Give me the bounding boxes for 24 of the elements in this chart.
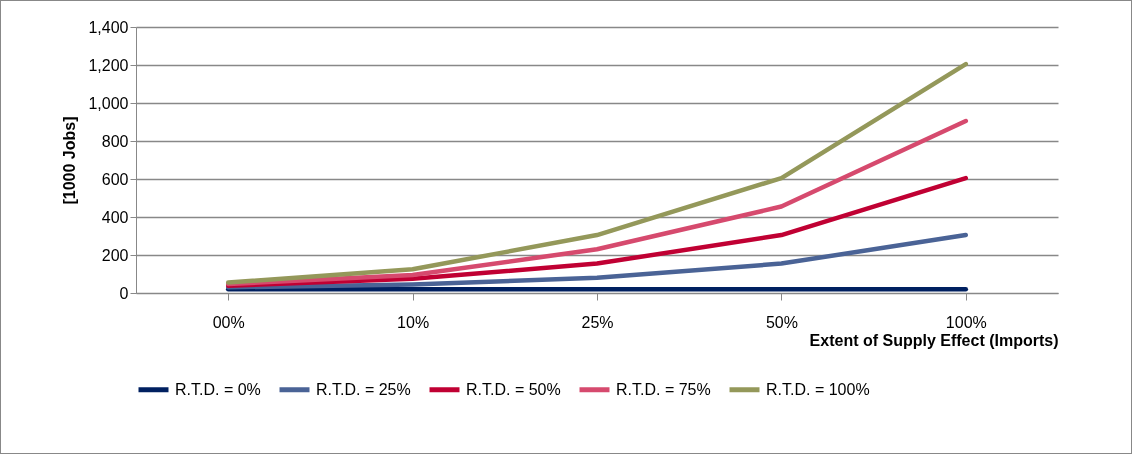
x-axis-title: Extent of Supply Effect (Imports) [809, 331, 1059, 349]
y-tick-label: 0 [119, 284, 129, 302]
y-tick-label: 400 [101, 208, 129, 226]
y-axis-title: [1000 Jobs] [61, 116, 79, 205]
y-tick-label: 200 [101, 246, 129, 264]
line-series [225, 232, 969, 290]
y-tick-label: 1,000 [88, 94, 129, 112]
legend-label: R.T.D. = 50% [466, 380, 561, 398]
x-tick-label: 50% [765, 313, 798, 331]
y-tick-label: 1,200 [88, 56, 129, 74]
x-tick-label: 100% [945, 313, 987, 331]
x-tick-label: 10% [397, 313, 430, 331]
x-tick-label: 00% [212, 313, 245, 331]
y-tick-label: 600 [101, 170, 129, 188]
legend-label: R.T.D. = 0% [175, 380, 261, 398]
line-series [225, 175, 969, 289]
y-tick-label: 1,400 [88, 18, 129, 36]
line-series [225, 61, 969, 285]
legend-label: R.T.D. = 100% [766, 380, 870, 398]
x-tick-label: 25% [581, 313, 614, 331]
legend-label: R.T.D. = 75% [616, 380, 711, 398]
legend-label: R.T.D. = 25% [316, 380, 411, 398]
y-tick-label: 800 [101, 132, 129, 150]
line-series [225, 118, 969, 287]
